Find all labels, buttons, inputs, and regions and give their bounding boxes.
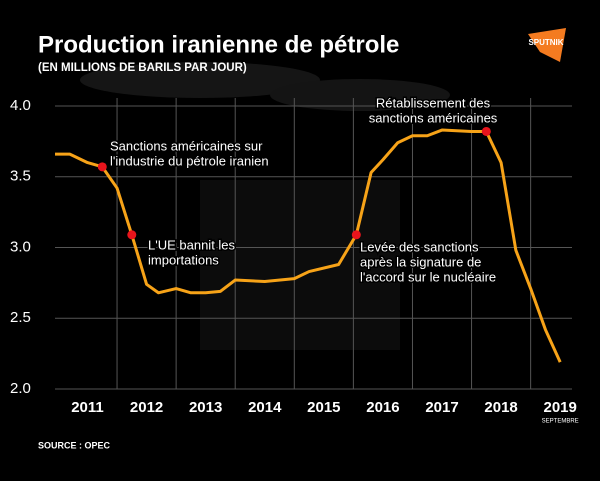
x-tick-label: 2013 bbox=[189, 399, 222, 416]
logo-shape bbox=[528, 28, 566, 62]
chart-title: Production iranienne de pétrole bbox=[38, 31, 399, 58]
x-tick-label: 2017 bbox=[425, 399, 458, 416]
background-barrel bbox=[200, 180, 400, 350]
annotation: Rétablissement des bbox=[376, 95, 491, 110]
logo: SPUTNIK bbox=[528, 38, 563, 47]
y-tick-label: 3.5 bbox=[10, 168, 31, 185]
annotation: l'accord sur le nucléaire bbox=[360, 269, 496, 284]
background-barrel bbox=[80, 62, 320, 98]
annotation: Levée des sanctions bbox=[360, 239, 479, 254]
y-tick-label: 3.0 bbox=[10, 238, 31, 255]
annotation: Sanctions américaines sur bbox=[110, 138, 263, 153]
background-barrel bbox=[270, 79, 450, 111]
x-tick-label: 2011 bbox=[71, 399, 104, 416]
annotation: sanctions américaines bbox=[369, 110, 498, 125]
x-tick-label: 2018 bbox=[484, 399, 517, 416]
source: SOURCE : OPEC bbox=[38, 440, 111, 450]
event-point bbox=[351, 230, 361, 240]
x-note: SEPTEMBRE bbox=[542, 419, 579, 425]
x-tick-label: 2016 bbox=[366, 399, 399, 416]
x-tick-label: 2019 bbox=[543, 399, 576, 416]
annotation: importations bbox=[148, 252, 219, 267]
y-tick-label: 2.5 bbox=[10, 309, 31, 326]
annotation: après la signature de bbox=[360, 254, 481, 269]
event-point bbox=[481, 126, 491, 136]
chart-subtitle: (EN MILLIONS DE BARILS PAR JOUR) bbox=[38, 62, 247, 74]
y-tick-label: 4.0 bbox=[10, 97, 31, 114]
plot: 2.0 2.5 3.0 3.5 4.0 2011 2012 2013 2014 2015 2016 2… bbox=[10, 94, 579, 425]
y-tick-label: 2.0 bbox=[10, 380, 31, 397]
x-tick-label: 2012 bbox=[130, 399, 163, 416]
event-point bbox=[97, 162, 107, 172]
x-tick-label: 2015 bbox=[307, 399, 340, 416]
annotation: L'UE bannit les bbox=[148, 237, 236, 252]
annotation: l'industrie du pétrole iranien bbox=[110, 153, 269, 168]
event-point bbox=[127, 230, 137, 240]
x-tick-label: 2014 bbox=[248, 399, 282, 416]
